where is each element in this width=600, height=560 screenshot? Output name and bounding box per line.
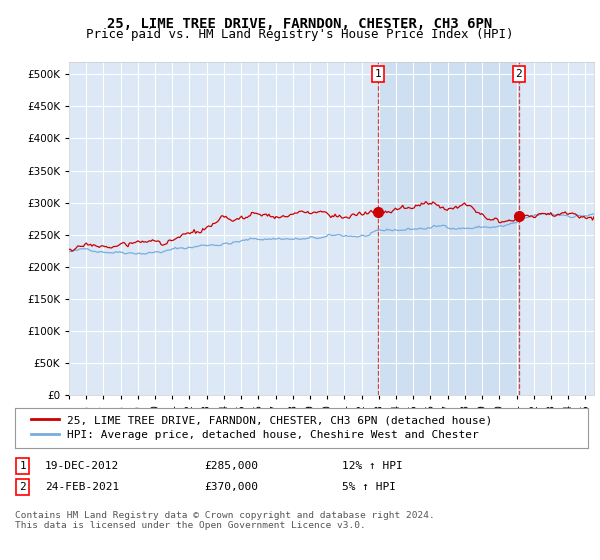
- Text: 25, LIME TREE DRIVE, FARNDON, CHESTER, CH3 6PN: 25, LIME TREE DRIVE, FARNDON, CHESTER, C…: [107, 17, 493, 31]
- Text: 5% ↑ HPI: 5% ↑ HPI: [342, 482, 396, 492]
- Text: 2: 2: [515, 69, 523, 79]
- Text: Price paid vs. HM Land Registry's House Price Index (HPI): Price paid vs. HM Land Registry's House …: [86, 28, 514, 41]
- Text: £370,000: £370,000: [204, 482, 258, 492]
- Text: 24-FEB-2021: 24-FEB-2021: [45, 482, 119, 492]
- Text: 12% ↑ HPI: 12% ↑ HPI: [342, 461, 403, 471]
- Legend: 25, LIME TREE DRIVE, FARNDON, CHESTER, CH3 6PN (detached house), HPI: Average pr: 25, LIME TREE DRIVE, FARNDON, CHESTER, C…: [26, 411, 497, 445]
- Text: Contains HM Land Registry data © Crown copyright and database right 2024.
This d: Contains HM Land Registry data © Crown c…: [15, 511, 435, 530]
- Text: 1: 1: [375, 69, 382, 79]
- Text: £285,000: £285,000: [204, 461, 258, 471]
- Text: 2: 2: [19, 482, 26, 492]
- Text: 1: 1: [19, 461, 26, 471]
- Text: 19-DEC-2012: 19-DEC-2012: [45, 461, 119, 471]
- Bar: [379, 62, 519, 395]
